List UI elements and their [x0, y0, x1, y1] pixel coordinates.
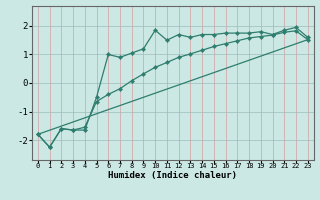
- X-axis label: Humidex (Indice chaleur): Humidex (Indice chaleur): [108, 171, 237, 180]
